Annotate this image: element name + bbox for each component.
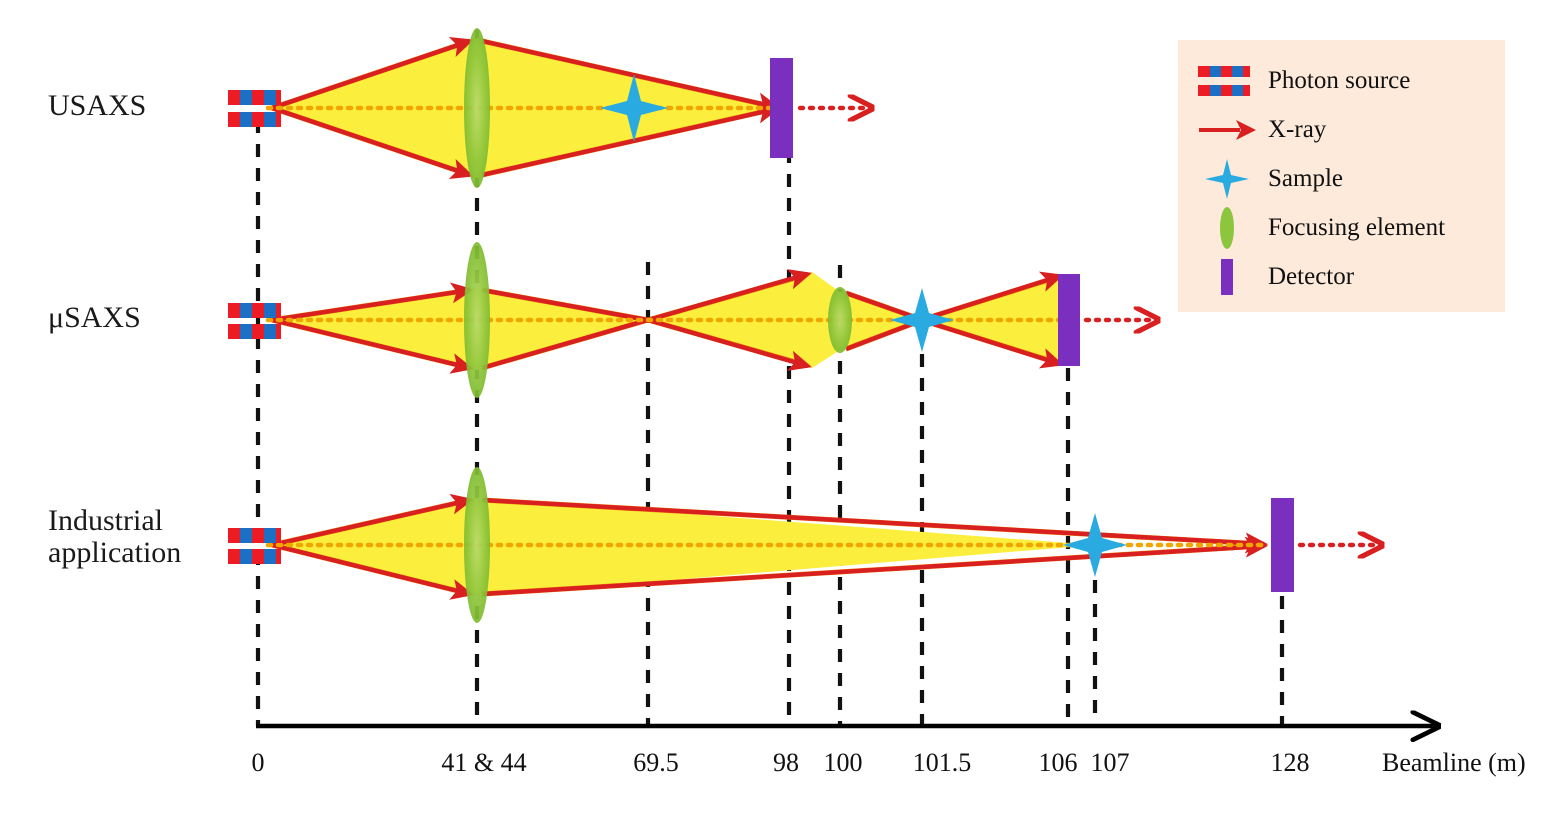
ray-musaxs-div-down [647, 317, 812, 371]
detector-icon [1221, 258, 1233, 295]
ray-usaxs-conv-down [481, 102, 781, 178]
photon-source-icon [1198, 65, 1250, 96]
ray-usaxs-up [271, 37, 474, 111]
legend-label-focusing-element: Focusing element [1268, 213, 1446, 241]
tick-label-106: 106 [1038, 748, 1078, 777]
focusing-element-icon [464, 28, 490, 188]
focusing-element-icon [464, 467, 490, 623]
tick-label-98: 98 [773, 748, 799, 777]
legend-label-sample: Sample [1268, 164, 1343, 192]
sample-star-icon [600, 74, 668, 142]
legend-panel: Photon source X-ray Sample Focusing elem… [1178, 40, 1505, 312]
legend-item-detector: Detector [1178, 252, 1505, 301]
tick-label-0: 0 [251, 748, 265, 777]
beam-envelope-musaxs-b [477, 288, 648, 370]
ray-industrial-conv-up [481, 497, 1269, 554]
ray-musaxs-up [271, 282, 475, 323]
focusing-element-icon-2 [828, 287, 852, 353]
legend-label-xray: X-ray [1268, 115, 1327, 143]
axis-title: Beamline (m) [1382, 748, 1526, 777]
tick-label-101-5: 101.5 [912, 748, 972, 777]
sample-star-icon [890, 288, 954, 352]
photon-source-icon [228, 528, 281, 564]
ray-industrial-up [271, 493, 475, 548]
row-label-usaxs: USAXS [48, 89, 147, 122]
ray-industrial-down [271, 542, 474, 600]
beam-envelope-industrial-a [272, 498, 477, 596]
focusing-element-icon [1220, 206, 1234, 249]
tick-label-128: 128 [1270, 748, 1310, 777]
beam-path-usaxs [228, 28, 872, 188]
ray-musaxs-div-up [647, 269, 812, 323]
beam-envelope-musaxs-a [272, 288, 477, 370]
legend-item-sample: Sample [1178, 154, 1505, 203]
photon-source-icon [228, 303, 281, 339]
legend-label-detector: Detector [1268, 262, 1355, 290]
beam-path-industrial [228, 467, 1382, 623]
tick-label-107: 107 [1090, 748, 1130, 777]
legend-label-photon-source: Photon source [1268, 66, 1411, 94]
ray-musaxs-down [271, 317, 475, 374]
focusing-element-icon [464, 242, 490, 398]
sample-star-icon [1205, 158, 1249, 199]
ray-usaxs-down [271, 105, 474, 179]
detector-icon [1058, 274, 1080, 366]
ray-usaxs-conv-up [481, 38, 781, 114]
photon-source-icon [228, 90, 281, 127]
detector-icon [770, 58, 793, 158]
tick-label-69-5: 69.5 [633, 748, 679, 777]
beam-path-musaxs [228, 242, 1158, 398]
legend-item-focusing-element: Focusing element [1178, 203, 1505, 252]
ray-musaxs-det-up [923, 271, 1064, 322]
xray-arrow-icon [1199, 119, 1256, 140]
sample-star-icon [1063, 513, 1127, 577]
ray-industrial-conv-down [481, 536, 1269, 597]
tick-label-100: 100 [823, 748, 863, 777]
row-label-industrial: Industrial application [48, 504, 182, 570]
beam-envelope-industrial-b [477, 498, 1095, 596]
beam-envelope-usaxs [272, 38, 477, 178]
legend-item-photon-source: Photon source [1178, 56, 1505, 105]
ray-musaxs-det-down [923, 318, 1064, 369]
detector-icon [1271, 498, 1294, 592]
row-label-musaxs: μSAXS [48, 301, 141, 334]
legend-item-xray: X-ray [1178, 105, 1505, 154]
tick-label-41-44: 41 & 44 [441, 748, 527, 777]
